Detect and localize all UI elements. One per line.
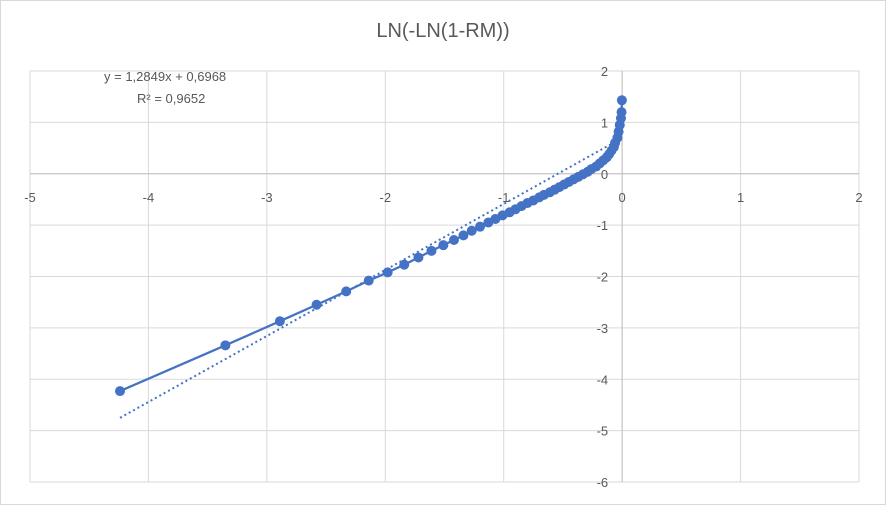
series-line xyxy=(119,100,624,393)
data-point xyxy=(475,221,486,232)
data-point xyxy=(426,245,437,256)
data-point xyxy=(466,225,477,236)
y-tick-label: 0 xyxy=(601,167,608,182)
x-tick-label: -5 xyxy=(24,190,36,205)
y-tick-label: -4 xyxy=(597,372,609,387)
data-point xyxy=(438,240,449,251)
y-tick-label: -3 xyxy=(597,321,609,336)
x-tick-label: -2 xyxy=(380,190,392,205)
grid-lines xyxy=(29,70,860,483)
data-point xyxy=(220,340,231,351)
data-point xyxy=(413,252,424,263)
data-point xyxy=(399,259,410,270)
data-point xyxy=(115,386,126,397)
trendline-r-squared: R² = 0,9652 xyxy=(137,91,206,106)
x-tick-label: 1 xyxy=(737,190,744,205)
y-tick-label: -6 xyxy=(597,475,609,490)
data-point xyxy=(382,267,393,278)
data-point xyxy=(458,230,469,241)
trendline-equation: y = 1,2849x + 0,6968 xyxy=(104,69,227,84)
trendline-layer xyxy=(119,137,623,419)
chart-title: LN(-LN(1-RM)) xyxy=(376,20,510,42)
x-tick-label: 0 xyxy=(619,190,626,205)
data-point xyxy=(311,299,322,310)
x-tick-label: 2 xyxy=(855,190,862,205)
data-point xyxy=(616,107,627,118)
y-tick-label: -1 xyxy=(597,218,609,233)
data-point xyxy=(274,316,285,327)
y-tick-label: -2 xyxy=(597,270,609,285)
x-tick-label: -1 xyxy=(498,190,510,205)
data-point xyxy=(616,95,627,106)
trendline xyxy=(119,137,623,419)
data-point xyxy=(448,235,459,246)
axes xyxy=(30,71,859,482)
x-tick-label: -3 xyxy=(261,190,273,205)
x-tick-label: -4 xyxy=(143,190,155,205)
data-point xyxy=(341,286,352,297)
data-point xyxy=(363,275,374,286)
series-layer xyxy=(115,95,627,397)
tick-labels: -5 -4 -3 -2 -1 0 1 2 2 1 0 -1 -2 -3 -4 -5 -6 xyxy=(24,64,862,490)
y-tick-label: 1 xyxy=(601,115,608,130)
y-tick-label: 2 xyxy=(601,64,608,79)
y-tick-label: -5 xyxy=(597,424,609,439)
